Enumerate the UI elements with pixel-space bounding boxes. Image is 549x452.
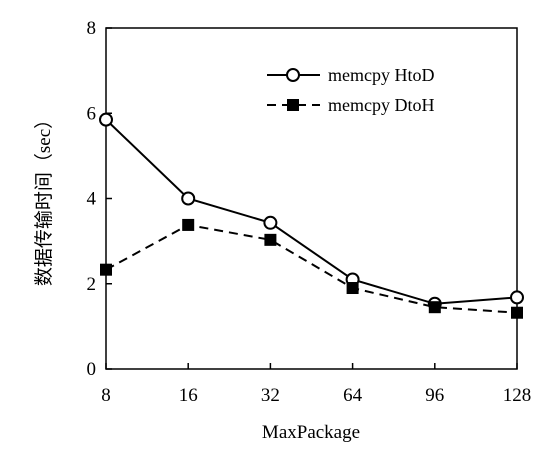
data-point-circle <box>510 290 524 305</box>
y-tick-label: 6 <box>87 103 97 124</box>
legend-label: memcpy HtoD <box>328 65 434 85</box>
x-tick-label: 16 <box>179 385 198 406</box>
data-point-square <box>264 233 277 246</box>
series-line <box>105 118 518 305</box>
legend-marker-circle <box>286 68 300 82</box>
series-line <box>105 223 518 314</box>
data-point-square <box>182 218 195 231</box>
x-tick-label: 128 <box>503 385 532 406</box>
x-axis-label: MaxPackage <box>262 422 360 443</box>
y-tick-label: 0 <box>87 359 97 380</box>
x-tick-label: 96 <box>425 385 444 406</box>
data-point-circle <box>263 215 278 230</box>
y-axis-ticks: 0 2 4 6 8 <box>87 18 112 380</box>
legend: memcpy HtoD memcpy DtoH <box>267 65 434 115</box>
data-point-square <box>346 282 359 295</box>
data-point-square <box>511 306 523 319</box>
y-tick-label: 4 <box>87 189 97 210</box>
data-point-square <box>428 301 441 314</box>
data-point-square <box>100 263 112 276</box>
y-axis-label: 数据传输时间（sec） <box>33 110 55 286</box>
legend-label: memcpy DtoH <box>328 95 434 115</box>
series-1 <box>99 112 524 311</box>
legend-item: memcpy HtoD <box>267 65 434 85</box>
x-axis-ticks: 8 16 32 64 96 128 <box>101 363 531 406</box>
legend-marker-square <box>287 99 299 111</box>
y-tick-label: 8 <box>87 18 97 39</box>
data-point-circle <box>99 112 113 127</box>
series-2 <box>100 218 523 319</box>
x-tick-label: 8 <box>101 385 111 406</box>
legend-item: memcpy DtoH <box>267 95 434 115</box>
plot-area-frame <box>105 27 518 370</box>
y-tick-label: 2 <box>87 274 97 295</box>
data-point-circle <box>181 191 196 206</box>
x-tick-label: 64 <box>343 385 363 406</box>
x-tick-label: 32 <box>261 385 280 406</box>
series-layer <box>99 112 524 319</box>
